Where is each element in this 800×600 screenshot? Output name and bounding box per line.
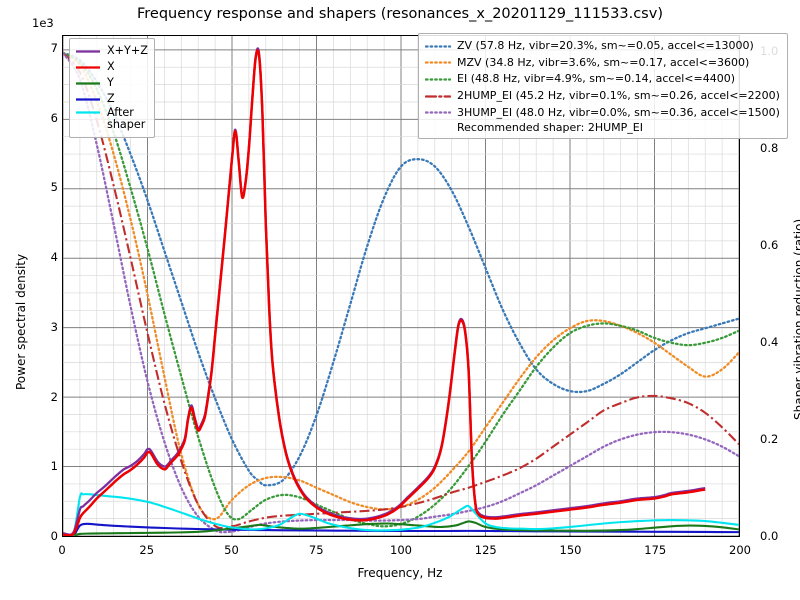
legend-item-3hump_ei[interactable]: 3HUMP_EI (48.0 Hz, vibr=0.0%, sm~=0.36, … xyxy=(425,104,780,121)
legend-item-z[interactable]: Z xyxy=(75,91,148,107)
y-axis-right-tick: 0.8 xyxy=(760,140,779,155)
y-axis-left-label: Power spectral density xyxy=(14,253,28,390)
legend-line-swatch-icon xyxy=(75,107,101,118)
y-axis-left-tick: 7 xyxy=(50,40,58,55)
legend-line-swatch-icon xyxy=(425,57,451,68)
legend-item-x[interactable]: X xyxy=(75,59,148,75)
legend-line-swatch-icon xyxy=(425,91,451,102)
legend-item-label: Y xyxy=(107,76,114,89)
y-axis-left-tick: 5 xyxy=(50,180,58,195)
legend-line-swatch-icon xyxy=(75,94,101,105)
x-axis-tick: 100 xyxy=(390,543,412,557)
y-axis-right-tick: 0.6 xyxy=(760,237,779,252)
legend-item-after-shaper[interactable]: After shaper xyxy=(75,106,148,132)
x-axis-tick: 75 xyxy=(308,543,324,557)
x-axis-tick: 200 xyxy=(729,543,751,557)
y-axis-right-tick: 0.0 xyxy=(760,529,779,543)
legend-item-zv[interactable]: ZV (57.8 Hz, vibr=20.3%, sm~=0.05, accel… xyxy=(425,38,780,55)
legend-item-label: 3HUMP_EI (48.0 Hz, vibr=0.0%, sm~=0.36, … xyxy=(457,105,780,119)
x-axis-tick: 0 xyxy=(58,543,66,557)
legend-item-ei[interactable]: EI (48.8 Hz, vibr=4.9%, sm~=0.14, accel<… xyxy=(425,71,780,88)
y-axis-offset-text: 1e3 xyxy=(32,16,54,30)
x-axis-tick: 175 xyxy=(644,543,667,557)
y-axis-left-tick: 2 xyxy=(50,389,58,404)
y-axis-left-ticks: 0 1 2 3 4 5 6 7 xyxy=(12,0,58,600)
legend-line-swatch-icon xyxy=(425,41,451,52)
legend-item-label: Z xyxy=(107,92,115,105)
legend-line-swatch-icon xyxy=(75,78,101,89)
data-layer xyxy=(63,47,739,536)
legend-item-x+y+z[interactable]: X+Y+Z xyxy=(75,43,148,59)
legend-item-label: X+Y+Z xyxy=(107,44,148,57)
legend-item-label: EI (48.8 Hz, vibr=4.9%, sm~=0.14, accel<… xyxy=(457,72,735,86)
legend-item-2hump_ei[interactable]: 2HUMP_EI (45.2 Hz, vibr=0.1%, sm~=0.26, … xyxy=(425,88,780,105)
y-axis-right-tick: 0.2 xyxy=(760,431,779,446)
chart-title: Frequency response and shapers (resonanc… xyxy=(137,6,663,22)
y-axis-left-tick: 1 xyxy=(50,459,58,474)
legend-item-label: MZV (34.8 Hz, vibr=3.6%, sm~=0.17, accel… xyxy=(457,55,750,69)
x-axis-tick: 125 xyxy=(474,543,497,557)
legend-shapers: ZV (57.8 Hz, vibr=20.3%, sm~=0.05, accel… xyxy=(418,33,788,139)
x-axis-tick: 50 xyxy=(224,543,239,557)
legend-line-swatch-icon xyxy=(425,107,451,118)
y-axis-left-tick: 4 xyxy=(50,250,58,265)
legend-series: X+Y+Z X Y Z After shaper xyxy=(69,38,155,138)
legend-line-swatch-icon xyxy=(75,62,101,73)
x-axis-label: Frequency, Hz xyxy=(357,566,443,580)
legend-item-label: ZV (57.8 Hz, vibr=20.3%, sm~=0.05, accel… xyxy=(457,39,754,53)
x-axis-ticks: 0 25 50 75 100 125 150 175 200 xyxy=(0,541,800,561)
y-axis-left-tick: 3 xyxy=(50,319,58,334)
x-axis-tick: 150 xyxy=(559,543,582,557)
legend-line-swatch-icon xyxy=(75,46,101,57)
y-axis-left-tick: 6 xyxy=(50,110,58,125)
legend-item-mzv[interactable]: MZV (34.8 Hz, vibr=3.6%, sm~=0.17, accel… xyxy=(425,55,780,72)
y-axis-right-tick: 0.4 xyxy=(760,334,779,349)
x-axis-tick: 25 xyxy=(139,543,155,557)
legend-line-swatch-icon xyxy=(425,74,451,85)
y-axis-right-label: Shaper vibration reduction (ratio) xyxy=(792,218,800,420)
recommended-shaper-note: Recommended shaper: 2HUMP_EI xyxy=(457,120,643,134)
legend-item-label: 2HUMP_EI (45.2 Hz, vibr=0.1%, sm~=0.26, … xyxy=(457,89,780,103)
legend-item-y[interactable]: Y xyxy=(75,75,148,91)
legend-item-label: After shaper xyxy=(107,106,146,132)
legend-item-label: X xyxy=(107,60,115,73)
y-axis-left-tick: 0 xyxy=(50,529,58,543)
